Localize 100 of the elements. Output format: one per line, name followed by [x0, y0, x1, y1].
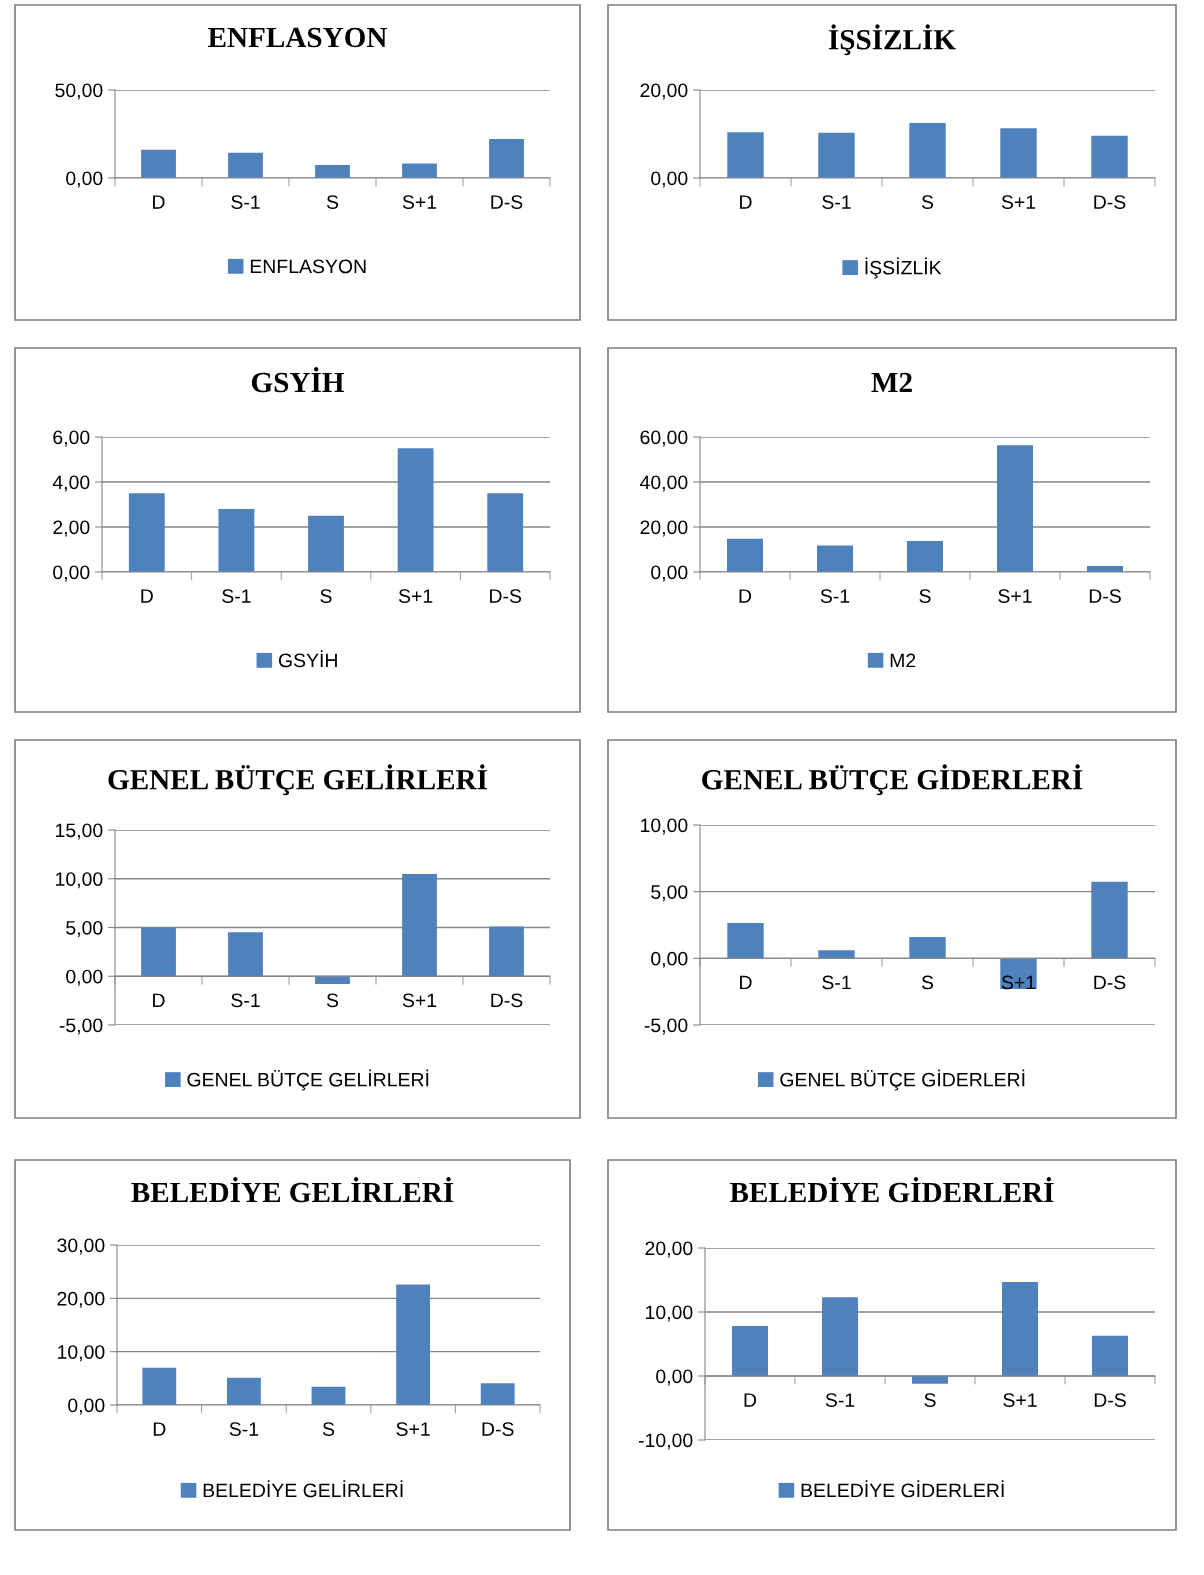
- bar: [141, 149, 176, 178]
- x-tick-label: S+1: [396, 1422, 430, 1436]
- x-tick-label: D: [153, 993, 165, 1008]
- bar: [308, 515, 344, 572]
- x-tick-label: S-1: [825, 1393, 855, 1407]
- y-tick-label: 40,00: [639, 475, 688, 492]
- y-tick-label: 10,00: [56, 872, 103, 889]
- legend-label: GSYİH: [278, 650, 337, 668]
- bar: [489, 138, 524, 178]
- bar: [909, 123, 946, 178]
- bar: [228, 152, 263, 178]
- y-tick-label: 0,00: [53, 565, 90, 582]
- chart-title: ENFLASYON: [208, 27, 388, 48]
- y-tick-label: 0,00: [651, 951, 688, 968]
- x-tick-label: D: [739, 589, 752, 603]
- y-tick-label: 0,00: [68, 1398, 105, 1415]
- y-tick-label: 6,00: [53, 430, 90, 447]
- y-tick-label: 20,00: [640, 520, 688, 537]
- y-tick-label: 30,00: [57, 1238, 105, 1255]
- y-tick-label: 20,00: [645, 1241, 693, 1258]
- bar: [727, 538, 763, 572]
- bar: [489, 926, 524, 977]
- x-tick-label: S: [921, 195, 934, 209]
- x-tick-label: D: [153, 195, 165, 209]
- x-tick-label: S: [921, 975, 934, 990]
- y-tick-label: 5,00: [66, 920, 103, 938]
- chart-title: GSYİH: [251, 367, 345, 393]
- bar: [402, 873, 437, 977]
- x-tick-label: D: [141, 589, 153, 603]
- bar: [311, 1386, 346, 1405]
- y-tick-label: 2,00: [53, 520, 90, 537]
- x-tick-label: S+1: [1001, 195, 1036, 209]
- y-tick-label: 0,00: [651, 171, 688, 188]
- x-tick-label: S-1: [222, 589, 251, 603]
- x-tick-label: S: [322, 1422, 335, 1436]
- x-tick-label: D-S: [491, 993, 523, 1008]
- bar: [228, 932, 263, 977]
- x-tick-label: D: [153, 1422, 166, 1436]
- chart-title: M2: [871, 372, 912, 393]
- legend-label: ENFLASYON: [250, 259, 366, 274]
- x-tick-label: S+1: [402, 993, 437, 1008]
- x-tick-label: S: [326, 195, 339, 209]
- legend-label: İŞSİZLİK: [865, 257, 942, 279]
- bar: [480, 1383, 515, 1405]
- y-tick-label: 60,00: [640, 430, 688, 447]
- x-tick-label: S+1: [402, 195, 437, 209]
- y-tick-label: 15,00: [56, 823, 103, 840]
- bar: [818, 950, 855, 959]
- x-tick-label: D-S: [491, 195, 523, 209]
- bar: [1000, 128, 1037, 178]
- x-tick-label: S-1: [820, 589, 850, 603]
- y-tick-label: 10,00: [641, 818, 688, 835]
- x-tick-label: S: [320, 589, 332, 603]
- bar: [226, 1377, 261, 1405]
- x-tick-label: D-S: [1094, 1393, 1126, 1407]
- bar: [732, 1326, 768, 1376]
- y-tick-label: 0,00: [651, 565, 688, 582]
- legend-label: M2: [890, 653, 916, 668]
- y-tick-label: 5,00: [651, 885, 688, 902]
- bar: [909, 937, 946, 959]
- x-tick-label: D-S: [1094, 975, 1126, 990]
- bar: [997, 445, 1033, 572]
- y-tick-label: 50,00: [55, 83, 103, 100]
- legend-label: BELEDİYE GİDERLERİ: [801, 1480, 1004, 1498]
- bar: [822, 1297, 858, 1376]
- bar: [818, 132, 855, 178]
- y-tick-label: -5,00: [59, 1018, 103, 1035]
- bar: [142, 1367, 177, 1405]
- x-tick-label: S: [326, 993, 339, 1008]
- bar: [487, 493, 524, 572]
- x-tick-label: S-1: [231, 993, 260, 1008]
- bar: [396, 1284, 431, 1405]
- chart-title: İŞSİZLİK: [828, 24, 956, 56]
- x-tick-label: D: [740, 975, 752, 990]
- bar: [727, 923, 764, 959]
- bar: [1002, 1281, 1038, 1376]
- bar: [817, 545, 853, 572]
- bar: [1091, 135, 1128, 178]
- y-tick-label: 0,00: [656, 1369, 693, 1386]
- x-tick-label: S-1: [229, 1422, 259, 1436]
- x-tick-label: S-1: [822, 195, 851, 209]
- y-tick-label: 10,00: [646, 1305, 693, 1322]
- x-tick-label: D: [744, 1393, 757, 1407]
- y-tick-label: 20,00: [57, 1291, 105, 1308]
- bar: [141, 927, 176, 977]
- x-tick-label: S+1: [1003, 1393, 1037, 1407]
- bar: [1000, 958, 1037, 989]
- x-tick-label: D-S: [490, 589, 522, 603]
- bar: [1091, 881, 1128, 959]
- legend-label: BELEDİYE GELİRLERİ: [203, 1480, 403, 1498]
- bar: [218, 509, 255, 572]
- x-tick-label: S-1: [822, 975, 851, 990]
- bar: [315, 976, 350, 985]
- bar: [315, 164, 350, 178]
- chart-title: BELEDİYE GİDERLERİ: [729, 1177, 1054, 1203]
- x-tick-label: S+1: [1001, 975, 1036, 990]
- x-tick-label: S-1: [231, 195, 260, 209]
- y-tick-label: -10,00: [638, 1433, 693, 1450]
- x-tick-label: S+1: [998, 589, 1032, 603]
- x-tick-label: D-S: [1089, 589, 1121, 603]
